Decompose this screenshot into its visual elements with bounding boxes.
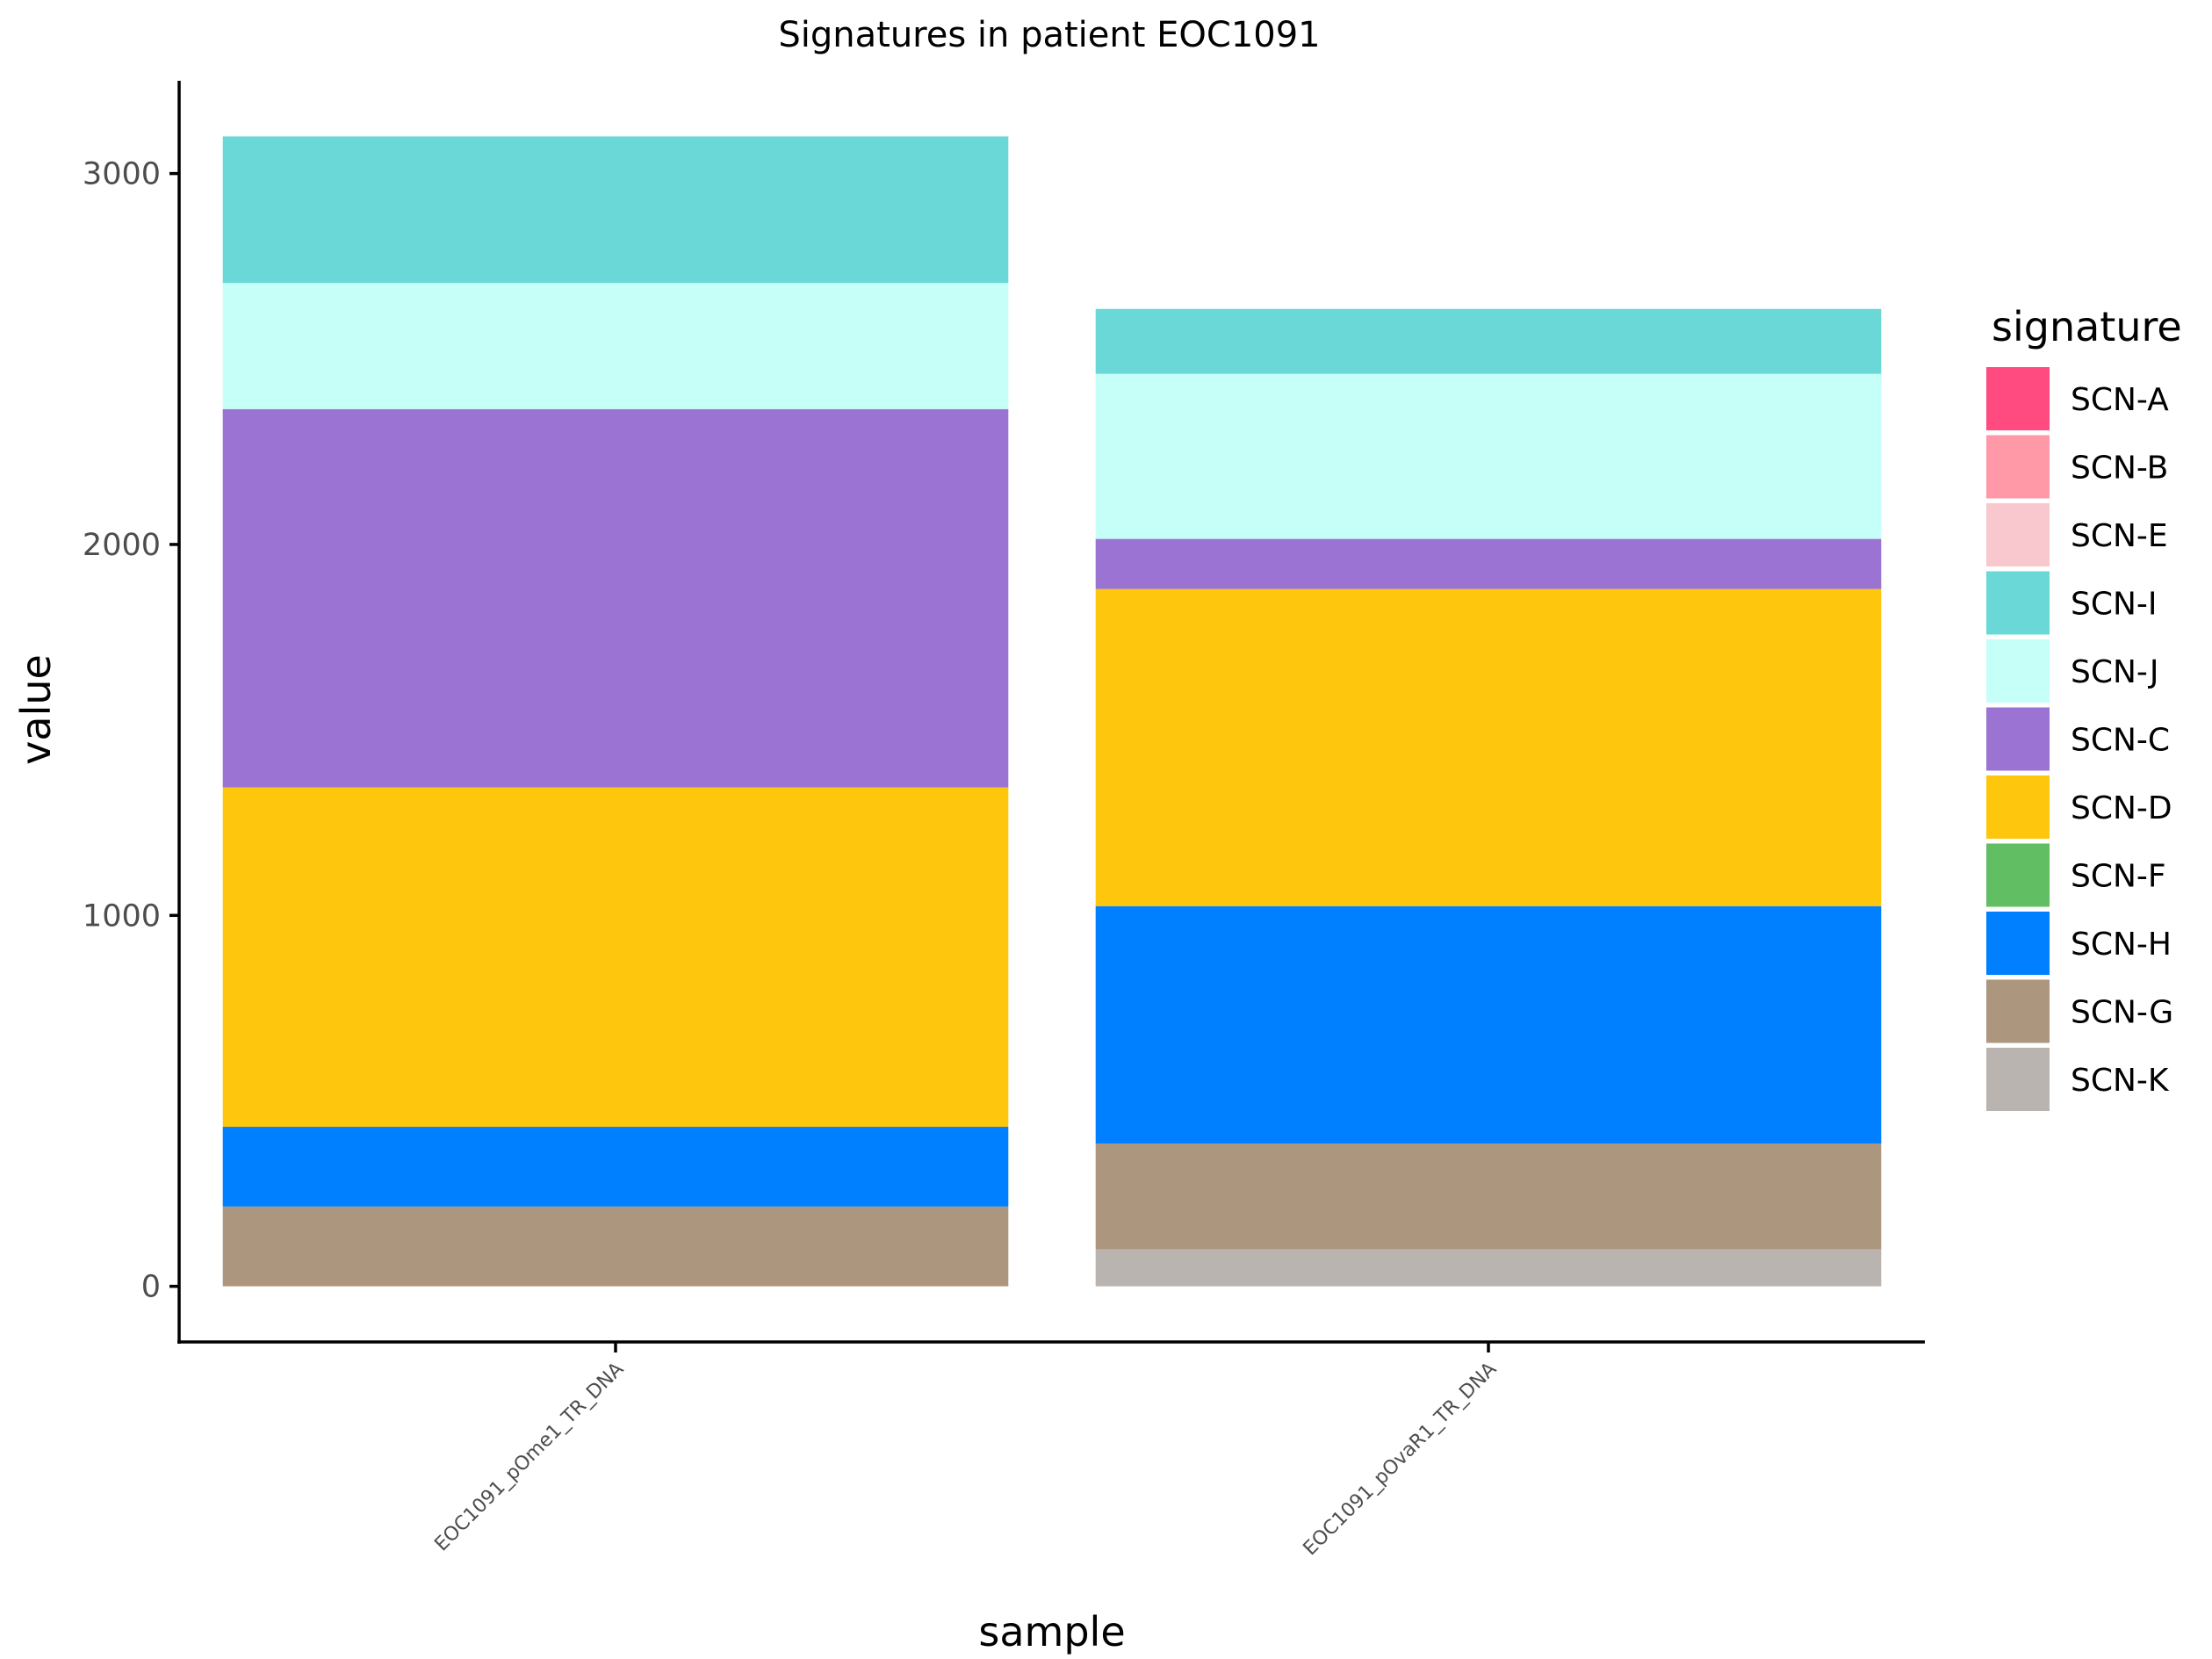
legend-label: SCN-D xyxy=(2071,790,2172,826)
bar-segment-scn-h-1 xyxy=(222,1127,1009,1207)
legend-swatch xyxy=(1986,979,2050,1043)
bar-segment-scn-j-1 xyxy=(222,283,1009,409)
legend-item-scn-b: SCN-B xyxy=(1986,435,2168,499)
bar-stack-2 xyxy=(1095,308,1882,1287)
legend-title: signature xyxy=(1992,303,2182,350)
legend-swatch xyxy=(1986,843,2050,907)
y-tick-label: 1000 xyxy=(83,898,161,934)
bar-segment-scn-c-2 xyxy=(1095,538,1882,589)
legend-item-scn-h: SCN-H xyxy=(1986,912,2172,975)
legend-item-scn-i: SCN-I xyxy=(1986,571,2158,635)
legend-item-scn-f: SCN-F xyxy=(1986,843,2166,907)
legend-item-scn-d: SCN-D xyxy=(1986,775,2172,839)
x-axis-ticks: EOC1091_pOme1_TR_DNA EOC1091_pOvaR1_TR_DN… xyxy=(430,1342,1501,1560)
legend-swatch xyxy=(1986,367,2050,430)
x-tick-label: EOC1091_pOme1_TR_DNA xyxy=(430,1359,628,1556)
legend-swatch xyxy=(1986,912,2050,975)
bar-segment-scn-i-2 xyxy=(1095,308,1882,374)
bar-segment-scn-g-1 xyxy=(222,1206,1009,1287)
x-axis-title: sample xyxy=(978,1608,1125,1655)
legend-label: SCN-I xyxy=(2071,587,2158,623)
legend-swatch xyxy=(1986,503,2050,566)
legend-label: SCN-G xyxy=(2071,995,2173,1031)
legend-item-scn-j: SCN-J xyxy=(1986,639,2159,703)
x-tick-label: EOC1091_pOvaR1_TR_DNA xyxy=(1300,1359,1502,1561)
bar-segment-scn-h-2 xyxy=(1095,905,1882,1144)
legend: signature SCN-A SCN-B SCN-E SCN-I SCN-J SCN-C… xyxy=(1986,303,2182,1111)
y-tick-label: 3000 xyxy=(83,157,161,192)
y-tick-label: 0 xyxy=(141,1270,161,1305)
legend-item-scn-e: SCN-E xyxy=(1986,503,2168,566)
legend-swatch xyxy=(1986,1048,2050,1111)
bar-stack-1 xyxy=(222,136,1009,1287)
legend-item-scn-k: SCN-K xyxy=(1986,1048,2170,1111)
bars-layer xyxy=(222,136,1882,1287)
legend-swatch xyxy=(1986,707,2050,771)
legend-swatch xyxy=(1986,639,2050,703)
bar-segment-scn-d-1 xyxy=(222,787,1009,1128)
legend-item-scn-c: SCN-C xyxy=(1986,707,2170,771)
bar-segment-scn-k-2 xyxy=(1095,1249,1882,1287)
legend-item-scn-a: SCN-A xyxy=(1986,367,2169,430)
bar-segment-scn-i-1 xyxy=(222,136,1009,284)
chart-title: Signatures in patient EOC1091 xyxy=(778,15,1320,55)
bar-segment-scn-c-1 xyxy=(222,408,1009,788)
legend-label: SCN-C xyxy=(2071,723,2170,759)
legend-items: SCN-A SCN-B SCN-E SCN-I SCN-J SCN-C SCN-D SCN-F… xyxy=(1986,367,2173,1111)
y-axis-ticks: 0 1000 2000 3000 xyxy=(83,157,179,1305)
y-tick-label: 2000 xyxy=(83,528,161,563)
y-axis-title: value xyxy=(12,654,60,765)
legend-swatch xyxy=(1986,571,2050,635)
legend-item-scn-g: SCN-G xyxy=(1986,979,2173,1043)
legend-label: SCN-B xyxy=(2071,451,2168,487)
bar-segment-scn-g-2 xyxy=(1095,1143,1882,1250)
legend-label: SCN-J xyxy=(2071,654,2159,690)
legend-swatch xyxy=(1986,775,2050,839)
legend-label: SCN-E xyxy=(2071,518,2168,554)
legend-label: SCN-K xyxy=(2071,1063,2170,1099)
legend-swatch xyxy=(1986,435,2050,499)
bar-segment-scn-d-2 xyxy=(1095,588,1882,906)
legend-label: SCN-F xyxy=(2071,859,2166,895)
bar-segment-scn-j-2 xyxy=(1095,373,1882,539)
legend-label: SCN-H xyxy=(2071,927,2172,963)
legend-label: SCN-A xyxy=(2071,382,2169,418)
